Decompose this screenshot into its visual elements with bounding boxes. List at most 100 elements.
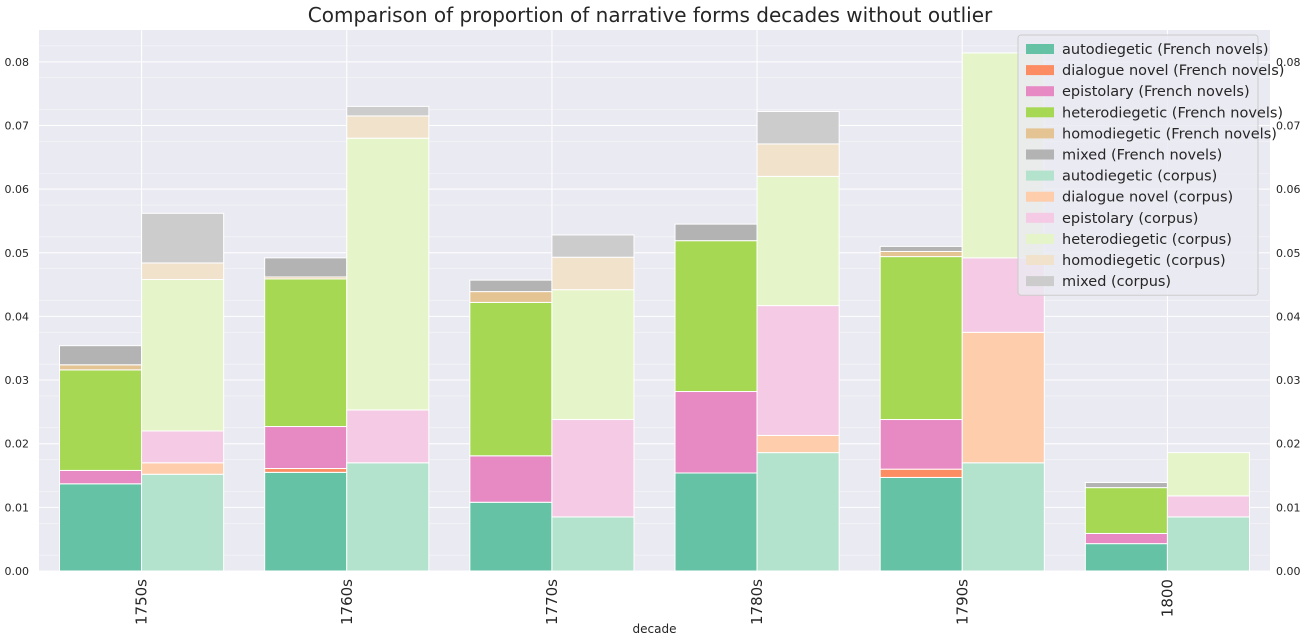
- legend-label: heterodiegetic (corpus): [1062, 232, 1232, 248]
- bar-segment: [1084, 543, 1168, 572]
- bar-segment: [756, 305, 840, 436]
- x-tick-label: 1790s: [953, 579, 971, 625]
- legend-label: heterodiegetic (French novels): [1062, 105, 1283, 121]
- bar-segment: [264, 471, 348, 572]
- legend-swatch: [1026, 191, 1054, 202]
- bar-segment: [59, 345, 143, 366]
- bar-segment: [879, 256, 963, 421]
- x-tick-label: 1770s: [543, 579, 561, 625]
- legend-label: mixed (French novels): [1062, 148, 1222, 164]
- bar-segment: [756, 452, 840, 572]
- bar-segment: [756, 110, 840, 145]
- legend-swatch: [1026, 107, 1054, 118]
- bar-segment: [469, 279, 553, 293]
- y-tick-label-right: 0.06: [1276, 183, 1301, 196]
- bar-segment: [59, 483, 143, 572]
- bar-segment: [961, 462, 1045, 572]
- bar-segment: [551, 234, 635, 258]
- bar-segment: [346, 105, 430, 117]
- bar-segment: [264, 468, 348, 473]
- bar-segment: [551, 256, 635, 291]
- legend-label: dialogue novel (French novels): [1062, 63, 1284, 79]
- bar-segment: [346, 137, 430, 411]
- bar-segment: [879, 476, 963, 572]
- y-tick-label-right: 0.05: [1276, 247, 1301, 260]
- bar-segment: [1084, 487, 1168, 534]
- bar-segment: [346, 462, 430, 572]
- bar-segment: [264, 278, 348, 428]
- legend-label: epistolary (French novels): [1062, 84, 1250, 100]
- y-axis-left: 0.00 0.01 0.02 0.03 0.04 0.05 0.06 0.07 0.08: [5, 56, 30, 578]
- bar-segment: [469, 455, 553, 503]
- legend-label: homodiegetic (French novels): [1062, 126, 1277, 142]
- y-tick-label: 0.05: [5, 247, 30, 260]
- legend-label: mixed (corpus): [1062, 274, 1171, 290]
- bar-segment: [141, 473, 225, 572]
- bar-segment: [1166, 452, 1250, 497]
- y-tick-label: 0.04: [5, 310, 30, 323]
- legend-swatch: [1026, 170, 1054, 181]
- legend-label: autodiegetic (French novels): [1062, 42, 1268, 58]
- bar-segment: [879, 468, 963, 478]
- y-tick-label: 0.01: [5, 501, 30, 514]
- bar-segment: [674, 223, 758, 242]
- y-tick-label: 0.00: [5, 565, 30, 578]
- y-tick-label: 0.07: [5, 119, 30, 132]
- legend-swatch: [1026, 233, 1054, 244]
- y-axis-right: 0.00 0.01 0.02 0.03 0.04 0.05 0.06 0.07 0.08: [1276, 56, 1301, 578]
- legend-swatch: [1026, 86, 1054, 97]
- y-tick-label: 0.06: [5, 183, 30, 196]
- bar-segment: [469, 501, 553, 572]
- chart-title: Comparison of proportion of narrative fo…: [308, 3, 993, 27]
- legend-swatch: [1026, 65, 1054, 76]
- bar-segment: [141, 262, 225, 280]
- bar-segment: [469, 291, 553, 303]
- bar-segment: [1084, 532, 1168, 545]
- legend-swatch: [1026, 255, 1054, 265]
- y-tick-label: 0.03: [5, 374, 30, 387]
- x-tick-label: 1760s: [338, 579, 356, 625]
- bar-segment: [59, 469, 143, 485]
- bar-segment: [879, 245, 963, 252]
- y-tick-label: 0.08: [5, 56, 30, 69]
- bar-segment: [674, 391, 758, 474]
- bar-segment: [674, 472, 758, 572]
- bar-segment: [961, 331, 1045, 464]
- legend-box: [1017, 34, 1259, 296]
- y-tick-label-right: 0.04: [1276, 310, 1301, 323]
- bar-segment: [551, 289, 635, 421]
- legend: autodiegetic (French novels) dialogue nov…: [1017, 34, 1284, 296]
- bar-segment: [756, 434, 840, 454]
- bars: [59, 52, 1250, 572]
- bar-segment: [1084, 482, 1168, 489]
- bar-segment: [879, 250, 963, 258]
- bar-segment: [1166, 516, 1250, 572]
- legend-swatch: [1026, 149, 1054, 160]
- bar-segment: [346, 409, 430, 464]
- bar-segment: [551, 419, 635, 518]
- bar-segment: [264, 257, 348, 278]
- bar-segment: [59, 369, 143, 471]
- bar-segment: [756, 175, 840, 307]
- y-tick-label-right: 0.08: [1276, 56, 1301, 69]
- y-tick-label-right: 0.03: [1276, 374, 1301, 387]
- x-tick-label: 1750s: [133, 579, 151, 625]
- bar-segment: [469, 301, 553, 457]
- x-tick-label: 1800: [1158, 579, 1176, 617]
- bar-segment: [141, 430, 225, 464]
- legend-swatch: [1026, 276, 1054, 287]
- x-axis-label: decade: [633, 622, 677, 636]
- legend-swatch: [1026, 212, 1054, 223]
- bar-segment: [674, 240, 758, 393]
- bar-segment: [264, 426, 348, 470]
- x-axis: 1750s 1760s 1770s 1780s 1790s 1800: [133, 579, 1177, 625]
- legend-swatch: [1026, 128, 1054, 139]
- bar-segment: [756, 143, 840, 177]
- y-tick-label-right: 0.01: [1276, 501, 1301, 514]
- legend-label: autodiegetic (corpus): [1062, 169, 1217, 185]
- bar-segment: [1166, 495, 1250, 518]
- y-tick-label: 0.02: [5, 438, 30, 451]
- bar-segment: [59, 364, 143, 371]
- y-tick-label-right: 0.02: [1276, 438, 1301, 451]
